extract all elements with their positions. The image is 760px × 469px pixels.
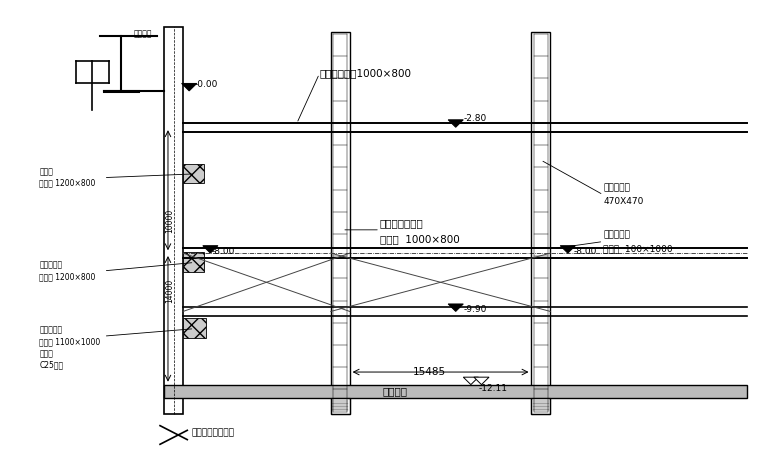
- Text: 第一道砼支撑1000×800: 第一道砼支撑1000×800: [319, 68, 411, 79]
- Polygon shape: [448, 304, 464, 311]
- Polygon shape: [560, 246, 575, 253]
- Bar: [164, 27, 183, 414]
- Bar: [164, 385, 747, 398]
- Polygon shape: [448, 120, 464, 127]
- Text: 顶圈梁: 顶圈梁: [40, 167, 53, 176]
- Text: 第二、三道支撑: 第二、三道支撑: [380, 218, 424, 228]
- Text: 钢格构立柱: 钢格构立柱: [603, 183, 630, 192]
- Text: -8.00: -8.00: [573, 247, 597, 256]
- Text: 钢筋砼  1000×800: 钢筋砼 1000×800: [380, 234, 460, 244]
- Text: -9.90: -9.90: [464, 304, 486, 314]
- Text: 15485: 15485: [413, 367, 446, 377]
- Bar: [183, 318, 206, 338]
- Text: 14000: 14000: [165, 278, 174, 303]
- Text: 10000: 10000: [165, 208, 174, 233]
- Text: 钢筋砼  100×1000: 钢筋砼 100×1000: [603, 244, 673, 253]
- Text: -8.00: -8.00: [212, 247, 236, 256]
- Text: -2.80: -2.80: [464, 114, 486, 123]
- Polygon shape: [474, 377, 489, 385]
- Bar: [183, 252, 204, 272]
- Polygon shape: [182, 83, 197, 91]
- Text: -0.00: -0.00: [195, 80, 218, 89]
- Text: 第二道圈梁: 第二道圈梁: [40, 260, 62, 269]
- Text: 水泥土搅拌桩加固: 水泥土搅拌桩加固: [192, 428, 235, 437]
- Bar: [331, 398, 350, 414]
- Text: 第三道圈梁: 第三道圈梁: [40, 325, 62, 334]
- Text: 470X470: 470X470: [603, 197, 644, 206]
- Text: 工地围墙: 工地围墙: [134, 30, 153, 38]
- Text: 钢筋砼 1200×800: 钢筋砼 1200×800: [40, 179, 96, 188]
- Text: C25素砼: C25素砼: [40, 361, 63, 370]
- Bar: [531, 398, 550, 414]
- Bar: [183, 164, 204, 183]
- Bar: [531, 32, 550, 414]
- Text: 钢筋砼 1100×1000: 钢筋砼 1100×1000: [40, 337, 100, 346]
- Text: 钢筋砼 1200×800: 钢筋砼 1200×800: [40, 272, 96, 281]
- Text: 基础承台: 基础承台: [382, 386, 407, 396]
- Polygon shape: [203, 246, 218, 253]
- Polygon shape: [464, 377, 479, 385]
- Bar: [331, 32, 350, 414]
- Text: -12.11: -12.11: [479, 384, 508, 393]
- Text: 传力带: 传力带: [40, 349, 53, 358]
- Text: 第二道支撑: 第二道支撑: [603, 230, 630, 239]
